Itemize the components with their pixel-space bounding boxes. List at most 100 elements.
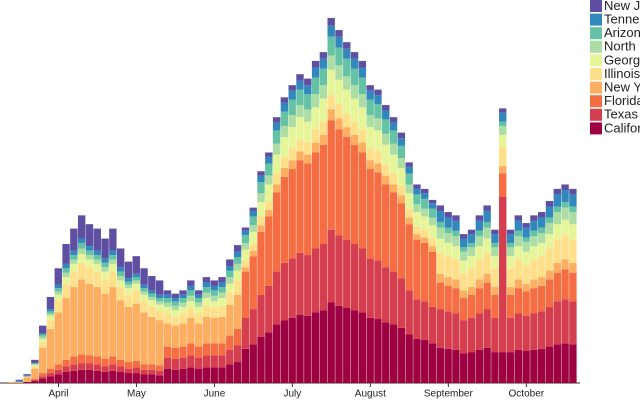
bar-segment bbox=[233, 280, 242, 295]
bar-segment bbox=[171, 358, 179, 370]
bar-segment bbox=[553, 344, 562, 383]
bar-segment bbox=[530, 313, 538, 350]
bar-segment bbox=[194, 368, 203, 383]
bar-segment bbox=[413, 226, 421, 235]
bar-segment bbox=[436, 210, 445, 222]
bar-segment bbox=[358, 312, 367, 383]
bar-segment bbox=[460, 353, 468, 383]
bar-segment bbox=[218, 292, 226, 299]
bar-segment bbox=[358, 94, 367, 108]
legend-swatch bbox=[590, 13, 602, 26]
bar-segment bbox=[124, 288, 133, 295]
bar-segment bbox=[327, 229, 335, 303]
bar-segment bbox=[358, 60, 367, 68]
bar-segment bbox=[545, 279, 554, 307]
bar-segment bbox=[522, 237, 530, 242]
bar-segment bbox=[514, 279, 523, 289]
bar-segment bbox=[561, 219, 569, 236]
bar-segment bbox=[155, 370, 164, 376]
bar-segment bbox=[116, 359, 125, 367]
bar-segment bbox=[483, 347, 491, 383]
bar-segment bbox=[569, 239, 577, 263]
bar-segment bbox=[280, 137, 289, 157]
bar-segment bbox=[265, 332, 273, 383]
bar-segment bbox=[475, 230, 484, 237]
bar-segment bbox=[280, 111, 289, 127]
bar-segment bbox=[38, 336, 47, 339]
bar-segment bbox=[38, 376, 47, 379]
bar-segment bbox=[171, 293, 179, 299]
bar-segment bbox=[179, 302, 187, 307]
legend-swatch bbox=[590, 122, 602, 135]
bar-segment bbox=[452, 279, 460, 289]
bar-segment bbox=[428, 225, 437, 239]
bar-segment bbox=[280, 102, 289, 112]
bar-segment bbox=[483, 221, 491, 228]
bar-segment bbox=[374, 260, 382, 320]
bar-segment bbox=[116, 300, 125, 360]
bar-segment bbox=[38, 373, 47, 377]
bar-segment bbox=[93, 255, 101, 260]
bar-segment bbox=[116, 287, 125, 301]
bar-segment bbox=[187, 290, 195, 296]
bar-segment bbox=[343, 127, 351, 138]
bar-segment bbox=[491, 287, 499, 295]
bar-segment bbox=[436, 221, 445, 228]
bar-segment bbox=[382, 105, 390, 111]
bar-segment bbox=[265, 163, 273, 176]
bar-segment bbox=[327, 120, 335, 230]
bar-segment bbox=[109, 250, 117, 256]
bar-segment bbox=[155, 280, 164, 295]
bar-segment bbox=[288, 160, 296, 170]
bar-segment bbox=[389, 143, 398, 155]
bar-segment bbox=[38, 334, 47, 337]
bar-segment bbox=[343, 308, 351, 383]
bar-segment bbox=[421, 193, 429, 199]
bar-segment bbox=[304, 163, 312, 256]
bar-segment bbox=[241, 249, 250, 261]
bar-segment bbox=[140, 300, 148, 313]
bar-segment bbox=[140, 291, 148, 295]
bar-segment bbox=[499, 173, 507, 197]
bar-segment bbox=[475, 220, 484, 231]
bar-segment bbox=[233, 270, 242, 281]
bar-segment bbox=[319, 85, 328, 99]
bar-segment bbox=[163, 368, 172, 383]
bar-segment bbox=[335, 118, 343, 130]
bar-segment bbox=[249, 207, 257, 211]
bar-segment bbox=[148, 300, 156, 306]
bar-segment bbox=[257, 202, 265, 217]
bar-segment bbox=[272, 192, 281, 272]
bar-segment bbox=[93, 250, 101, 256]
bar-segment bbox=[257, 336, 265, 383]
bar-segment bbox=[288, 127, 296, 149]
bar-segment bbox=[226, 277, 234, 284]
bar-segment bbox=[31, 378, 39, 380]
bar-segment bbox=[460, 320, 468, 354]
bar-segment bbox=[444, 227, 452, 233]
bar-segment bbox=[553, 301, 562, 345]
bar-segment bbox=[194, 290, 203, 295]
bar-segment bbox=[343, 48, 351, 59]
bar-segment bbox=[475, 259, 484, 280]
bar-segment bbox=[483, 309, 491, 348]
bar-segment bbox=[155, 304, 164, 311]
bar-segment bbox=[374, 151, 382, 164]
bar-segment bbox=[155, 298, 164, 302]
bar-segment bbox=[77, 262, 86, 280]
bar-segment bbox=[327, 25, 335, 37]
bar-segment bbox=[288, 148, 296, 161]
bar-segment bbox=[428, 246, 437, 252]
bar-segment bbox=[54, 374, 62, 383]
bar-segment bbox=[421, 216, 429, 230]
bar-segment bbox=[382, 133, 390, 145]
bar-segment bbox=[179, 357, 187, 369]
bar-segment bbox=[70, 250, 78, 256]
bar-segment bbox=[155, 294, 164, 299]
bar-segment bbox=[522, 315, 530, 352]
bar-segment bbox=[77, 354, 86, 364]
bar-segment bbox=[405, 184, 413, 194]
bar-segment bbox=[506, 247, 515, 257]
bar-segment bbox=[327, 109, 335, 121]
